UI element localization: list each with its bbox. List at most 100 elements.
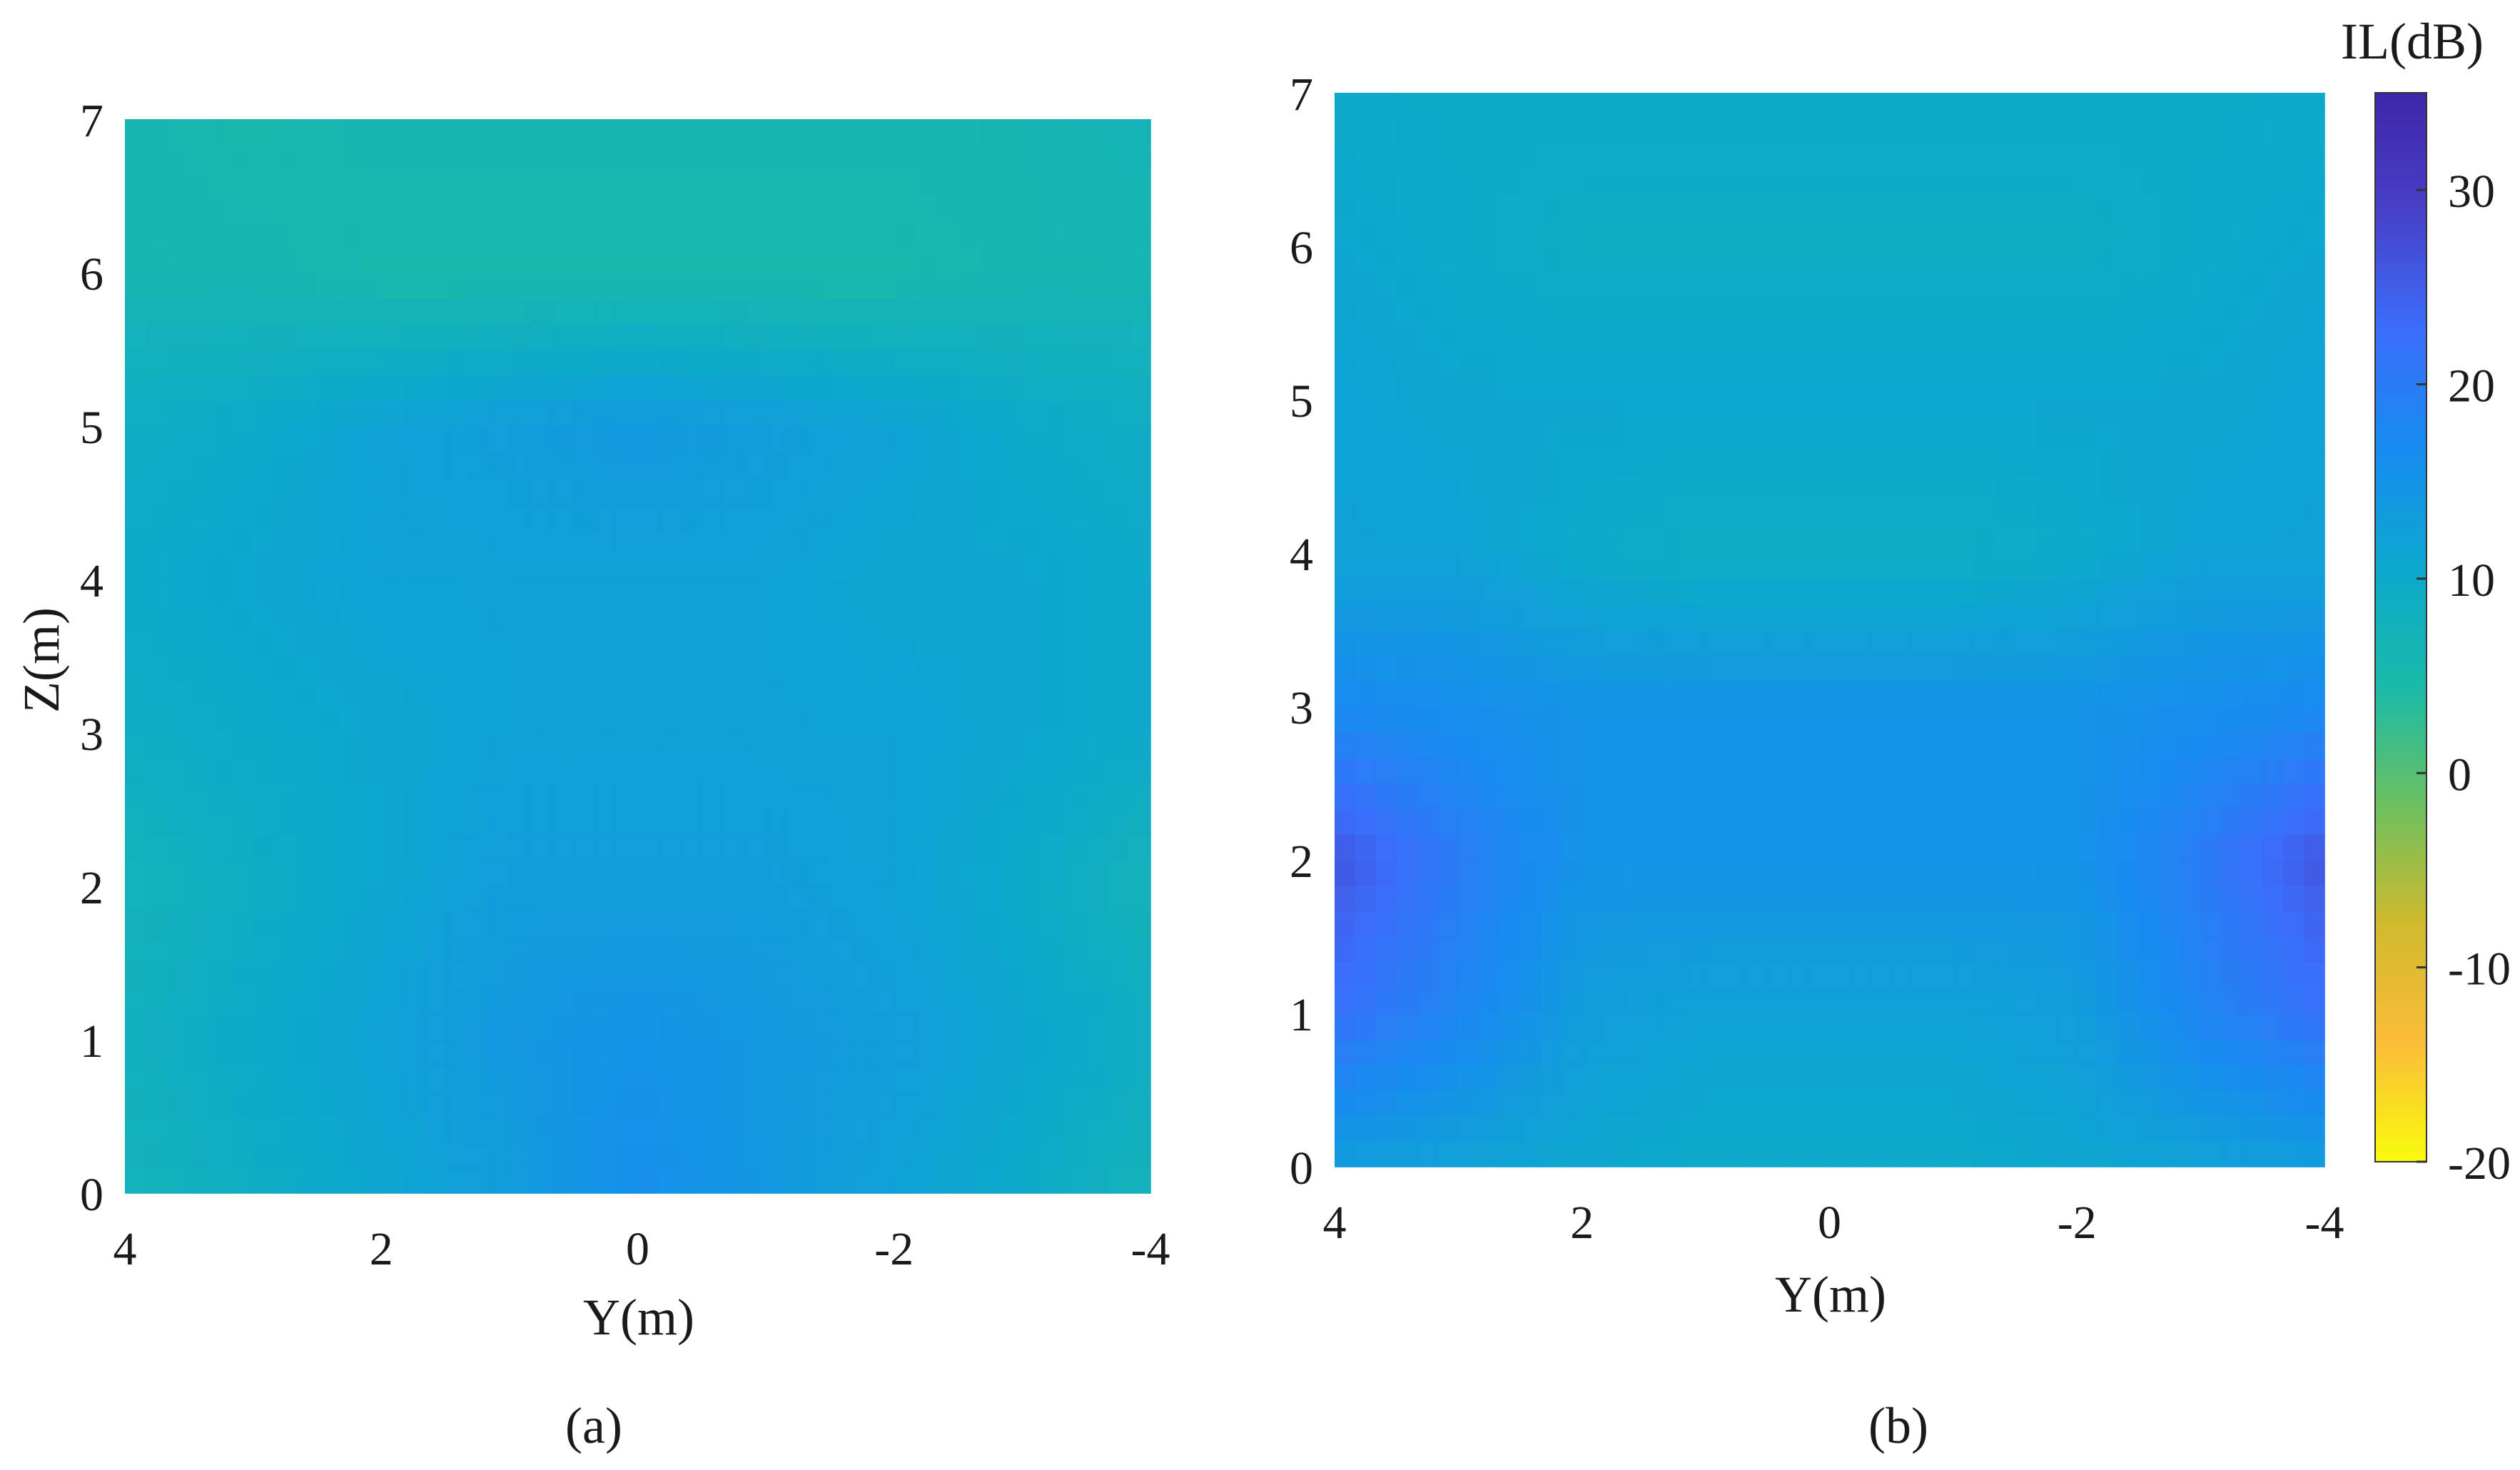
heatmap-cell bbox=[894, 1040, 916, 1066]
heatmap-cell bbox=[829, 298, 852, 325]
heatmap-cell bbox=[1973, 400, 1995, 426]
heatmap-cell bbox=[1022, 1142, 1045, 1168]
heatmap-cell bbox=[2242, 93, 2264, 119]
heatmap-cell bbox=[1933, 220, 1954, 247]
heatmap-cell bbox=[1437, 911, 1459, 938]
heatmap-cell bbox=[1933, 988, 1954, 1014]
heatmap-cell bbox=[680, 451, 703, 478]
heatmap-cell bbox=[2098, 195, 2119, 221]
heatmap-cell bbox=[1664, 578, 1686, 605]
heatmap-cell bbox=[1001, 400, 1023, 427]
heatmap-cell bbox=[1623, 220, 1645, 247]
heatmap-cell bbox=[167, 681, 190, 708]
heatmap-cell bbox=[1396, 962, 1418, 988]
heatmap-cell bbox=[253, 681, 275, 708]
heatmap-cell bbox=[829, 1065, 852, 1092]
heatmap-cell bbox=[1994, 118, 2016, 145]
heatmap-cell bbox=[766, 963, 788, 990]
heatmap-cell bbox=[573, 170, 596, 197]
heatmap-cell bbox=[2098, 936, 2119, 963]
heatmap-cell bbox=[894, 528, 916, 554]
heatmap-cell bbox=[2118, 400, 2140, 426]
heatmap-cell bbox=[1086, 835, 1108, 861]
heatmap-cell bbox=[1994, 1038, 2016, 1065]
heatmap-cell bbox=[1602, 450, 1624, 477]
heatmap-cell bbox=[146, 144, 168, 171]
heatmap-cell bbox=[210, 1065, 233, 1092]
heatmap-cell bbox=[894, 247, 916, 273]
heatmap-cell bbox=[1746, 323, 1768, 350]
heatmap-cell bbox=[702, 273, 724, 299]
colorbar-label: IL(dB) bbox=[2341, 13, 2484, 70]
heatmap-cell bbox=[1994, 757, 2016, 784]
heatmap-cell bbox=[1437, 246, 1459, 273]
heatmap-cell bbox=[809, 1065, 831, 1092]
heatmap-cell bbox=[2015, 220, 2037, 247]
heatmap-cell bbox=[1437, 348, 1459, 375]
heatmap-cell bbox=[1808, 783, 1831, 810]
heatmap-cell bbox=[1891, 936, 1913, 963]
heatmap-cell bbox=[2035, 476, 2058, 503]
heatmap-cell bbox=[573, 656, 596, 683]
heatmap-cell bbox=[1788, 93, 1810, 119]
heatmap-cell bbox=[167, 144, 190, 171]
heatmap-cell bbox=[317, 707, 340, 734]
heatmap-cell bbox=[1953, 425, 1975, 452]
heatmap-cell bbox=[167, 911, 190, 938]
heatmap-cell bbox=[936, 604, 959, 632]
heatmap-cell bbox=[2242, 962, 2264, 988]
heatmap-cell bbox=[424, 426, 446, 452]
heatmap-cell bbox=[210, 451, 233, 478]
heatmap-cell bbox=[1086, 119, 1108, 146]
heatmap-cell bbox=[403, 784, 425, 811]
heatmap-cell bbox=[2159, 757, 2181, 784]
heatmap-cell bbox=[467, 1065, 489, 1092]
heatmap-cell bbox=[1129, 681, 1151, 708]
heatmap-cell bbox=[1706, 476, 1727, 503]
heatmap-cell bbox=[338, 911, 361, 938]
heatmap-cell bbox=[2077, 783, 2098, 810]
heatmap-cell bbox=[1108, 988, 1130, 1015]
heatmap-cell bbox=[1129, 554, 1151, 580]
heatmap-cell bbox=[487, 196, 510, 223]
heatmap-cell bbox=[146, 681, 168, 708]
heatmap-cell bbox=[403, 1090, 425, 1117]
heatmap-cell bbox=[872, 1040, 895, 1066]
heatmap-cell bbox=[616, 554, 639, 580]
heatmap-cell bbox=[979, 349, 1002, 376]
heatmap-cell bbox=[2159, 1115, 2181, 1142]
heatmap-cell bbox=[1458, 143, 1480, 171]
heatmap-cell bbox=[1623, 271, 1645, 298]
heatmap-cell bbox=[1458, 1090, 1480, 1117]
heatmap-cell bbox=[1788, 143, 1810, 171]
heatmap-cell bbox=[445, 656, 467, 683]
heatmap-cell bbox=[744, 144, 766, 171]
heatmap-cell bbox=[1933, 706, 1954, 733]
heatmap-cell bbox=[467, 937, 489, 964]
heatmap-cell bbox=[936, 1065, 959, 1092]
heatmap-cell bbox=[338, 963, 361, 990]
heatmap-cell bbox=[424, 247, 446, 273]
heatmap-cell bbox=[702, 963, 724, 990]
heatmap-cell bbox=[2242, 195, 2264, 221]
heatmap-cell bbox=[381, 502, 403, 529]
heatmap-cell bbox=[1912, 757, 1933, 784]
heatmap-cell bbox=[1808, 169, 1831, 196]
heatmap-cell bbox=[1458, 323, 1480, 350]
heatmap-cell bbox=[1561, 502, 1583, 528]
heatmap-cell bbox=[594, 1116, 617, 1143]
heatmap-cell bbox=[1022, 758, 1045, 785]
heatmap-cell bbox=[317, 170, 340, 197]
heatmap-cell bbox=[1043, 119, 1066, 146]
heatmap-cell bbox=[1561, 348, 1583, 375]
heatmap-cell bbox=[1829, 681, 1851, 707]
heatmap-cell bbox=[188, 809, 211, 836]
heatmap-cell bbox=[1375, 220, 1397, 247]
heatmap-cell bbox=[616, 1040, 639, 1066]
heatmap-cell bbox=[231, 758, 254, 785]
heatmap-cell bbox=[1582, 450, 1604, 477]
heatmap-cell bbox=[1623, 731, 1645, 759]
heatmap-cell bbox=[1129, 451, 1151, 478]
